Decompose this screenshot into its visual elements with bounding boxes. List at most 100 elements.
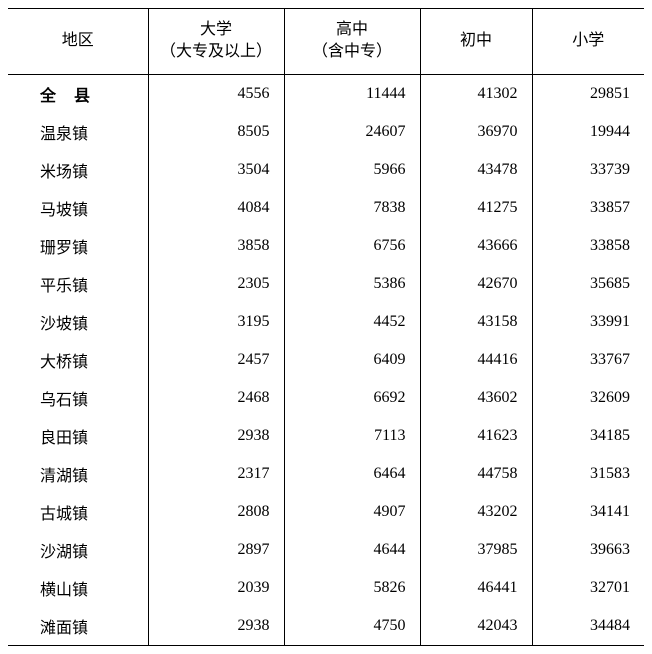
cell-primary: 33739	[532, 151, 644, 189]
table-row: 平乐镇230553864267035685	[8, 265, 644, 303]
cell-region-label: 温泉镇	[40, 126, 88, 143]
cell-primary-value: 34484	[590, 617, 630, 634]
cell-region: 良田镇	[8, 417, 148, 455]
cell-region-label: 沙湖镇	[40, 544, 88, 561]
cell-region: 温泉镇	[8, 113, 148, 151]
cell-primary-value: 35685	[590, 275, 630, 292]
cell-highschool: 5966	[284, 151, 420, 189]
cell-primary-value: 33857	[590, 199, 630, 216]
cell-middle-value: 46441	[478, 579, 518, 596]
cell-college: 2938	[148, 417, 284, 455]
cell-middle-value: 44758	[478, 465, 518, 482]
cell-middle: 37985	[420, 531, 532, 569]
cell-college: 3195	[148, 303, 284, 341]
cell-highschool-value: 4644	[374, 541, 406, 558]
cell-region-label: 全县	[40, 88, 108, 105]
cell-college: 8505	[148, 113, 284, 151]
cell-middle: 36970	[420, 113, 532, 151]
table-row: 马坡镇408478384127533857	[8, 189, 644, 227]
cell-primary: 33991	[532, 303, 644, 341]
col-header-highschool: 高中 （含中专）	[284, 9, 420, 75]
cell-highschool: 5386	[284, 265, 420, 303]
cell-highschool-value: 24607	[366, 123, 406, 140]
cell-college: 4556	[148, 74, 284, 113]
cell-middle-value: 36970	[478, 123, 518, 140]
cell-region-label: 良田镇	[40, 430, 88, 447]
cell-highschool-value: 6409	[374, 351, 406, 368]
cell-middle: 41302	[420, 74, 532, 113]
cell-primary-value: 31583	[590, 465, 630, 482]
cell-primary-value: 32609	[590, 389, 630, 406]
cell-middle-value: 41623	[478, 427, 518, 444]
cell-middle: 41623	[420, 417, 532, 455]
cell-college-value: 2938	[238, 427, 270, 444]
cell-region-label: 清湖镇	[40, 468, 88, 485]
cell-highschool-value: 5826	[374, 579, 406, 596]
cell-region: 滩面镇	[8, 607, 148, 646]
cell-primary-value: 29851	[590, 85, 630, 102]
cell-middle: 43666	[420, 227, 532, 265]
cell-college: 2457	[148, 341, 284, 379]
cell-middle: 43602	[420, 379, 532, 417]
table-row: 清湖镇231764644475831583	[8, 455, 644, 493]
education-table: 地区 大学 （大专及以上） 高中 （含中专） 初中 小学 全县 4556 11444…	[8, 8, 644, 646]
cell-primary: 31583	[532, 455, 644, 493]
col-header-college: 大学 （大专及以上）	[148, 9, 284, 75]
table-row: 滩面镇293847504204334484	[8, 607, 644, 646]
table-row: 乌石镇246866924360232609	[8, 379, 644, 417]
col-header-middle-label: 初中	[460, 32, 492, 49]
cell-highschool-value: 6692	[374, 389, 406, 406]
cell-middle: 41275	[420, 189, 532, 227]
cell-primary: 29851	[532, 74, 644, 113]
cell-highschool: 4907	[284, 493, 420, 531]
table-row: 大桥镇245764094441633767	[8, 341, 644, 379]
cell-primary: 34185	[532, 417, 644, 455]
cell-college: 2305	[148, 265, 284, 303]
cell-region-label: 马坡镇	[40, 202, 88, 219]
cell-middle: 43202	[420, 493, 532, 531]
cell-region: 沙坡镇	[8, 303, 148, 341]
cell-primary: 33858	[532, 227, 644, 265]
cell-highschool: 6464	[284, 455, 420, 493]
col-header-primary: 小学	[532, 9, 644, 75]
cell-highschool-value: 7113	[374, 427, 405, 444]
table-row: 全县 4556 1144441302 29851	[8, 74, 644, 113]
cell-primary: 34484	[532, 607, 644, 646]
cell-primary: 19944	[532, 113, 644, 151]
cell-highschool-value: 5966	[374, 161, 406, 178]
cell-college-value: 2457	[238, 351, 270, 368]
table-row: 珊罗镇385867564366633858	[8, 227, 644, 265]
cell-region: 马坡镇	[8, 189, 148, 227]
cell-primary-value: 34141	[590, 503, 630, 520]
cell-primary-value: 33858	[590, 237, 630, 254]
cell-region-label: 乌石镇	[40, 392, 88, 409]
cell-region-label: 沙坡镇	[40, 316, 88, 333]
cell-region: 横山镇	[8, 569, 148, 607]
cell-region: 乌石镇	[8, 379, 148, 417]
cell-college-value: 4084	[238, 199, 270, 216]
cell-college-value: 8505	[238, 123, 270, 140]
cell-region-label: 大桥镇	[40, 354, 88, 371]
cell-middle: 43158	[420, 303, 532, 341]
cell-primary: 35685	[532, 265, 644, 303]
cell-college-value: 4556	[238, 85, 270, 102]
cell-primary: 33767	[532, 341, 644, 379]
cell-college-value: 2808	[238, 503, 270, 520]
cell-region-label: 横山镇	[40, 582, 88, 599]
cell-region-label: 滩面镇	[40, 620, 88, 637]
cell-middle-value: 43202	[478, 503, 518, 520]
cell-middle-value: 43666	[478, 237, 518, 254]
cell-highschool: 11444	[284, 74, 420, 113]
cell-highschool-value: 4907	[374, 503, 406, 520]
table-row: 温泉镇 8505 24607 36970 19944	[8, 113, 644, 151]
cell-primary-value: 33767	[590, 351, 630, 368]
table-header: 地区 大学 （大专及以上） 高中 （含中专） 初中 小学	[8, 9, 644, 75]
table-row: 横山镇203958264644132701	[8, 569, 644, 607]
col-header-region: 地区	[8, 9, 148, 75]
col-header-highschool-sublabel: （含中专）	[312, 43, 392, 60]
cell-primary-value: 39663	[590, 541, 630, 558]
cell-middle: 44758	[420, 455, 532, 493]
table-header-row: 地区 大学 （大专及以上） 高中 （含中专） 初中 小学	[8, 9, 644, 75]
cell-region: 平乐镇	[8, 265, 148, 303]
cell-college: 2808	[148, 493, 284, 531]
